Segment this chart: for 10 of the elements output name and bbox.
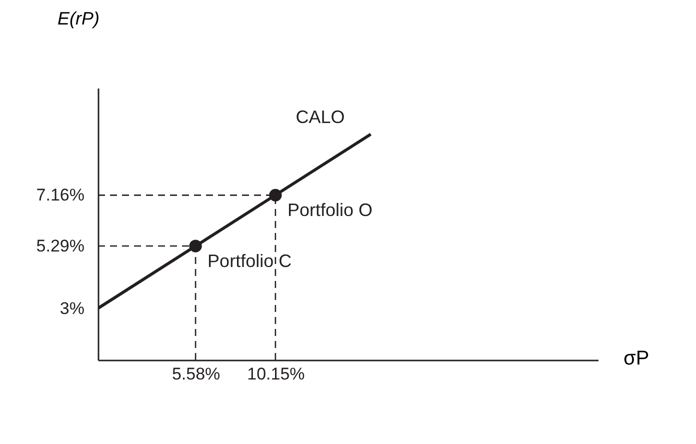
x-tick-label: 10.15% [247, 364, 305, 384]
y-tick-label: 3% [60, 298, 84, 318]
x-axis-title: σP [624, 348, 650, 370]
y-tick-label: 7.16% [36, 186, 84, 205]
x-tick-label: 5.58% [172, 364, 220, 384]
annotation: CALO [296, 107, 345, 128]
annotation: Portfolio C [208, 251, 292, 272]
y-axis-title: E(rP) [58, 8, 100, 28]
y-tick-label: 5.29% [36, 236, 84, 256]
annotation: Portfolio O [287, 200, 372, 220]
